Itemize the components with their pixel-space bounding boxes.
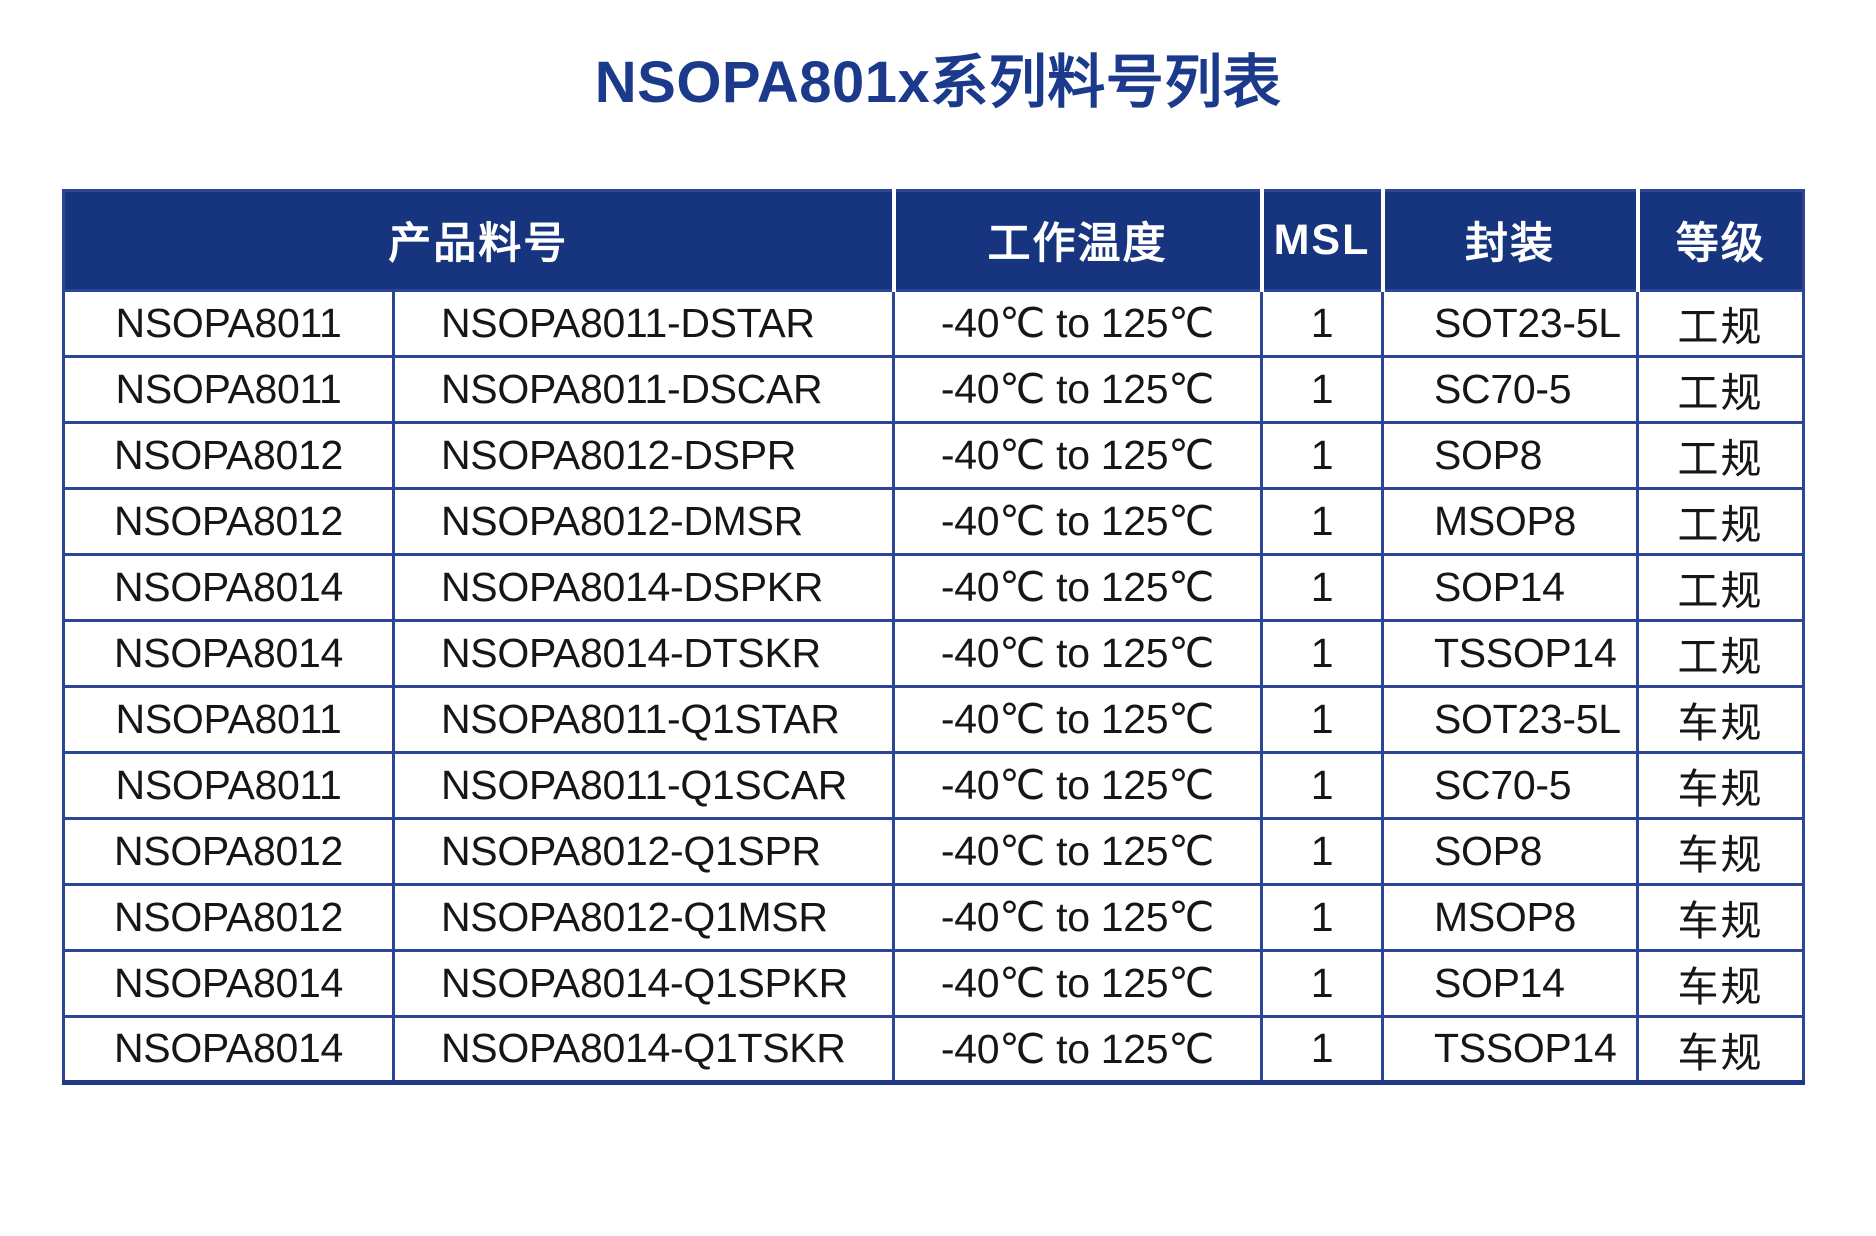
cell-package: SC70-5 <box>1381 354 1639 424</box>
header-grade: 等级 <box>1635 190 1804 291</box>
header-row: 产品料号 工作温度 MSL 封装 等级 <box>63 190 1804 291</box>
table-row: NSOPA8011 NSOPA8011-DSTAR -40℃ to 125℃ 1… <box>62 288 1805 358</box>
table-row: NSOPA8014 NSOPA8014-Q1SPKR -40℃ to 125℃ … <box>62 948 1805 1018</box>
cell-operating-temperature: -40℃ to 125℃ <box>892 1014 1263 1084</box>
cell-product-family: NSOPA8012 <box>62 882 395 952</box>
cell-part-number: NSOPA8014-DTSKR <box>392 618 895 688</box>
cell-msl: 1 <box>1260 420 1384 490</box>
cell-msl: 1 <box>1260 552 1384 622</box>
cell-package: SOP8 <box>1381 420 1639 490</box>
header-operating-temperature: 工作温度 <box>891 190 1262 291</box>
table-row: NSOPA8011 NSOPA8011-Q1SCAR -40℃ to 125℃ … <box>62 750 1805 820</box>
cell-grade: 工规 <box>1636 354 1805 424</box>
cell-operating-temperature: -40℃ to 125℃ <box>892 882 1263 952</box>
table-row: NSOPA8011 NSOPA8011-Q1STAR -40℃ to 125℃ … <box>62 684 1805 754</box>
cell-part-number: NSOPA8014-Q1SPKR <box>392 948 895 1018</box>
cell-product-family: NSOPA8012 <box>62 816 395 886</box>
cell-package: TSSOP14 <box>1381 618 1639 688</box>
cell-package: SC70-5 <box>1381 750 1639 820</box>
header-msl: MSL <box>1259 190 1383 291</box>
table-row: NSOPA8012 NSOPA8012-Q1MSR -40℃ to 125℃ 1… <box>62 882 1805 952</box>
cell-msl: 1 <box>1260 1014 1384 1084</box>
cell-operating-temperature: -40℃ to 125℃ <box>892 618 1263 688</box>
cell-msl: 1 <box>1260 486 1384 556</box>
cell-part-number: NSOPA8014-Q1TSKR <box>392 1014 895 1084</box>
cell-product-family: NSOPA8014 <box>62 618 395 688</box>
cell-package: MSOP8 <box>1381 882 1639 952</box>
table-row: NSOPA8012 NSOPA8012-DMSR -40℃ to 125℃ 1 … <box>62 486 1805 556</box>
cell-part-number: NSOPA8011-DSCAR <box>392 354 895 424</box>
cell-operating-temperature: -40℃ to 125℃ <box>892 288 1263 358</box>
cell-operating-temperature: -40℃ to 125℃ <box>892 684 1263 754</box>
cell-operating-temperature: -40℃ to 125℃ <box>892 948 1263 1018</box>
cell-package: TSSOP14 <box>1381 1014 1639 1084</box>
cell-grade: 车规 <box>1636 1014 1805 1084</box>
cell-product-family: NSOPA8012 <box>62 420 395 490</box>
cell-product-family: NSOPA8011 <box>62 354 395 424</box>
cell-msl: 1 <box>1260 882 1384 952</box>
page: NSOPA801x系列料号列表 产品料号 工作温度 MSL 封装 等级 NSOP… <box>0 50 1876 1085</box>
cell-part-number: NSOPA8012-Q1MSR <box>392 882 895 952</box>
table-row: NSOPA8014 NSOPA8014-DSPKR -40℃ to 125℃ 1… <box>62 552 1805 622</box>
cell-package: SOT23-5L <box>1381 288 1639 358</box>
cell-product-family: NSOPA8014 <box>62 948 395 1018</box>
header-package: 封装 <box>1380 190 1638 291</box>
cell-msl: 1 <box>1260 618 1384 688</box>
cell-part-number: NSOPA8014-DSPKR <box>392 552 895 622</box>
page-title: NSOPA801x系列料号列表 <box>594 50 1282 115</box>
cell-msl: 1 <box>1260 354 1384 424</box>
cell-msl: 1 <box>1260 948 1384 1018</box>
parts-table: 产品料号 工作温度 MSL 封装 等级 NSOPA8011 NSOPA8011-… <box>62 188 1805 1085</box>
cell-package: SOP14 <box>1381 948 1639 1018</box>
cell-grade: 工规 <box>1636 486 1805 556</box>
cell-part-number: NSOPA8011-Q1STAR <box>392 684 895 754</box>
cell-part-number: NSOPA8011-DSTAR <box>392 288 895 358</box>
header-product-part-number: 产品料号 <box>63 190 894 291</box>
cell-operating-temperature: -40℃ to 125℃ <box>892 816 1263 886</box>
cell-product-family: NSOPA8011 <box>62 684 395 754</box>
cell-grade: 工规 <box>1636 288 1805 358</box>
cell-msl: 1 <box>1260 816 1384 886</box>
cell-part-number: NSOPA8011-Q1SCAR <box>392 750 895 820</box>
cell-package: SOP8 <box>1381 816 1639 886</box>
cell-grade: 车规 <box>1636 750 1805 820</box>
cell-part-number: NSOPA8012-DMSR <box>392 486 895 556</box>
cell-grade: 车规 <box>1636 882 1805 952</box>
cell-package: SOP14 <box>1381 552 1639 622</box>
cell-grade: 车规 <box>1636 948 1805 1018</box>
cell-msl: 1 <box>1260 750 1384 820</box>
cell-msl: 1 <box>1260 684 1384 754</box>
table-row: NSOPA8012 NSOPA8012-Q1SPR -40℃ to 125℃ 1… <box>62 816 1805 886</box>
table-row: NSOPA8011 NSOPA8011-DSCAR -40℃ to 125℃ 1… <box>62 354 1805 424</box>
cell-operating-temperature: -40℃ to 125℃ <box>892 354 1263 424</box>
cell-package: SOT23-5L <box>1381 684 1639 754</box>
table-row: NSOPA8012 NSOPA8012-DSPR -40℃ to 125℃ 1 … <box>62 420 1805 490</box>
table-row: NSOPA8014 NSOPA8014-DTSKR -40℃ to 125℃ 1… <box>62 618 1805 688</box>
cell-product-family: NSOPA8011 <box>62 288 395 358</box>
cell-msl: 1 <box>1260 288 1384 358</box>
cell-package: MSOP8 <box>1381 486 1639 556</box>
cell-grade: 工规 <box>1636 420 1805 490</box>
table-row: NSOPA8014 NSOPA8014-Q1TSKR -40℃ to 125℃ … <box>62 1014 1805 1084</box>
cell-grade: 车规 <box>1636 684 1805 754</box>
cell-part-number: NSOPA8012-Q1SPR <box>392 816 895 886</box>
cell-product-family: NSOPA8014 <box>62 1014 395 1084</box>
cell-product-family: NSOPA8014 <box>62 552 395 622</box>
cell-product-family: NSOPA8011 <box>62 750 395 820</box>
cell-product-family: NSOPA8012 <box>62 486 395 556</box>
cell-grade: 车规 <box>1636 816 1805 886</box>
table-body: NSOPA8011 NSOPA8011-DSTAR -40℃ to 125℃ 1… <box>62 288 1805 1084</box>
cell-grade: 工规 <box>1636 618 1805 688</box>
cell-operating-temperature: -40℃ to 125℃ <box>892 486 1263 556</box>
cell-operating-temperature: -40℃ to 125℃ <box>892 552 1263 622</box>
cell-grade: 工规 <box>1636 552 1805 622</box>
cell-operating-temperature: -40℃ to 125℃ <box>892 750 1263 820</box>
cell-operating-temperature: -40℃ to 125℃ <box>892 420 1263 490</box>
cell-part-number: NSOPA8012-DSPR <box>392 420 895 490</box>
